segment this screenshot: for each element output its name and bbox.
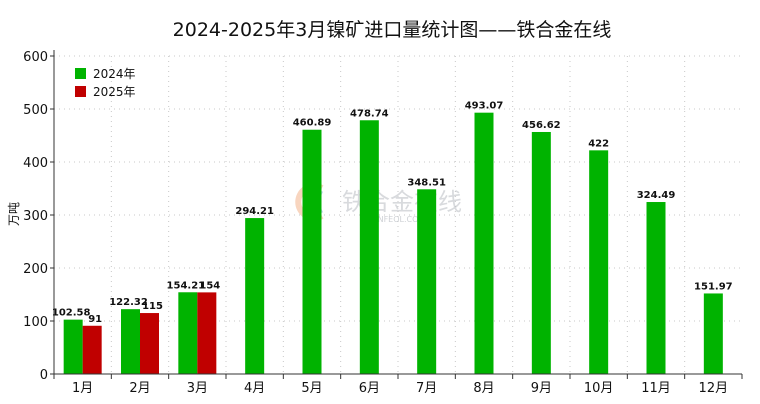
grid bbox=[54, 55, 742, 374]
data-label: 151.97 bbox=[694, 281, 733, 292]
bar-series-2024 bbox=[531, 131, 551, 374]
x-tick-label: 2月 bbox=[129, 381, 150, 396]
bar-series-2024 bbox=[302, 129, 322, 374]
data-label: 102.58 bbox=[52, 308, 91, 319]
data-label: 122.32 bbox=[109, 297, 148, 308]
bar-series-2025 bbox=[140, 313, 159, 374]
x-tick-label: 12月 bbox=[699, 381, 729, 396]
chart-title: 2024-2025年3月镍矿进口量统计图——铁合金在线 bbox=[173, 19, 612, 41]
x-tick-label: 11月 bbox=[641, 381, 671, 396]
y-tick-label: 0 bbox=[40, 368, 48, 383]
bar-series-2024 bbox=[646, 202, 666, 374]
data-label: 348.51 bbox=[407, 177, 446, 188]
legend-swatch bbox=[75, 68, 86, 79]
y-tick-label: 600 bbox=[23, 50, 48, 65]
legend-entry: 2024年 bbox=[93, 67, 136, 81]
bar-series-2024 bbox=[121, 309, 140, 374]
bar-series-2024 bbox=[178, 292, 198, 374]
x-tick-label: 6月 bbox=[359, 381, 380, 396]
bar-series-2024 bbox=[703, 293, 723, 374]
x-tick-label: 4月 bbox=[244, 381, 265, 396]
x-tick-label: 7月 bbox=[416, 381, 437, 396]
x-tick-label: 3月 bbox=[187, 381, 208, 396]
x-tick-label: 9月 bbox=[531, 381, 552, 396]
data-label: 294.21 bbox=[235, 206, 274, 217]
bar-series-2025 bbox=[197, 292, 217, 374]
y-tick-label: 500 bbox=[23, 103, 48, 118]
data-label: 478.74 bbox=[350, 108, 389, 119]
legend-swatch bbox=[75, 86, 86, 97]
bar-series-2024 bbox=[359, 120, 379, 375]
x-tick-label: 5月 bbox=[301, 381, 322, 396]
watermark-subtext: CNFEOL.COM bbox=[372, 215, 425, 224]
data-label: 456.62 bbox=[522, 120, 561, 131]
data-label: 460.89 bbox=[293, 118, 332, 129]
bar-series-2024 bbox=[245, 218, 265, 374]
legend-entry: 2025年 bbox=[93, 85, 136, 99]
x-tick-label: 1月 bbox=[72, 381, 93, 396]
bar-series-2024 bbox=[417, 189, 437, 374]
data-label: 154 bbox=[199, 280, 220, 291]
bar-series-2024 bbox=[63, 319, 83, 374]
data-label: 91 bbox=[88, 314, 102, 325]
axes: 0 100 200 300 400 500 600 1月 2月 3月 4月 5月 6月 7月 8月 9月 10月… bbox=[23, 50, 743, 396]
y-axis-label: 万吨 bbox=[7, 202, 21, 226]
bar-series-2024 bbox=[589, 150, 609, 374]
data-label: 493.07 bbox=[465, 101, 504, 112]
data-label: 115 bbox=[142, 301, 163, 312]
y-tick-label: 100 bbox=[23, 315, 48, 330]
legend: 2024年 2025年 bbox=[75, 67, 136, 99]
y-tick-label: 300 bbox=[23, 209, 48, 224]
bar-series-2024 bbox=[474, 112, 494, 374]
data-label: 154.21 bbox=[167, 280, 206, 291]
data-label: 422 bbox=[588, 138, 609, 149]
x-tick-label: 10月 bbox=[584, 381, 614, 396]
x-tick-label: 8月 bbox=[473, 381, 494, 396]
bar-series-2025 bbox=[82, 325, 102, 374]
y-tick-label: 200 bbox=[23, 262, 48, 277]
watermark: 铁合金在线 CNFEOL.COM bbox=[295, 183, 462, 224]
y-tick-label: 400 bbox=[23, 156, 48, 171]
data-label: 324.49 bbox=[637, 190, 676, 201]
bars bbox=[63, 112, 723, 375]
